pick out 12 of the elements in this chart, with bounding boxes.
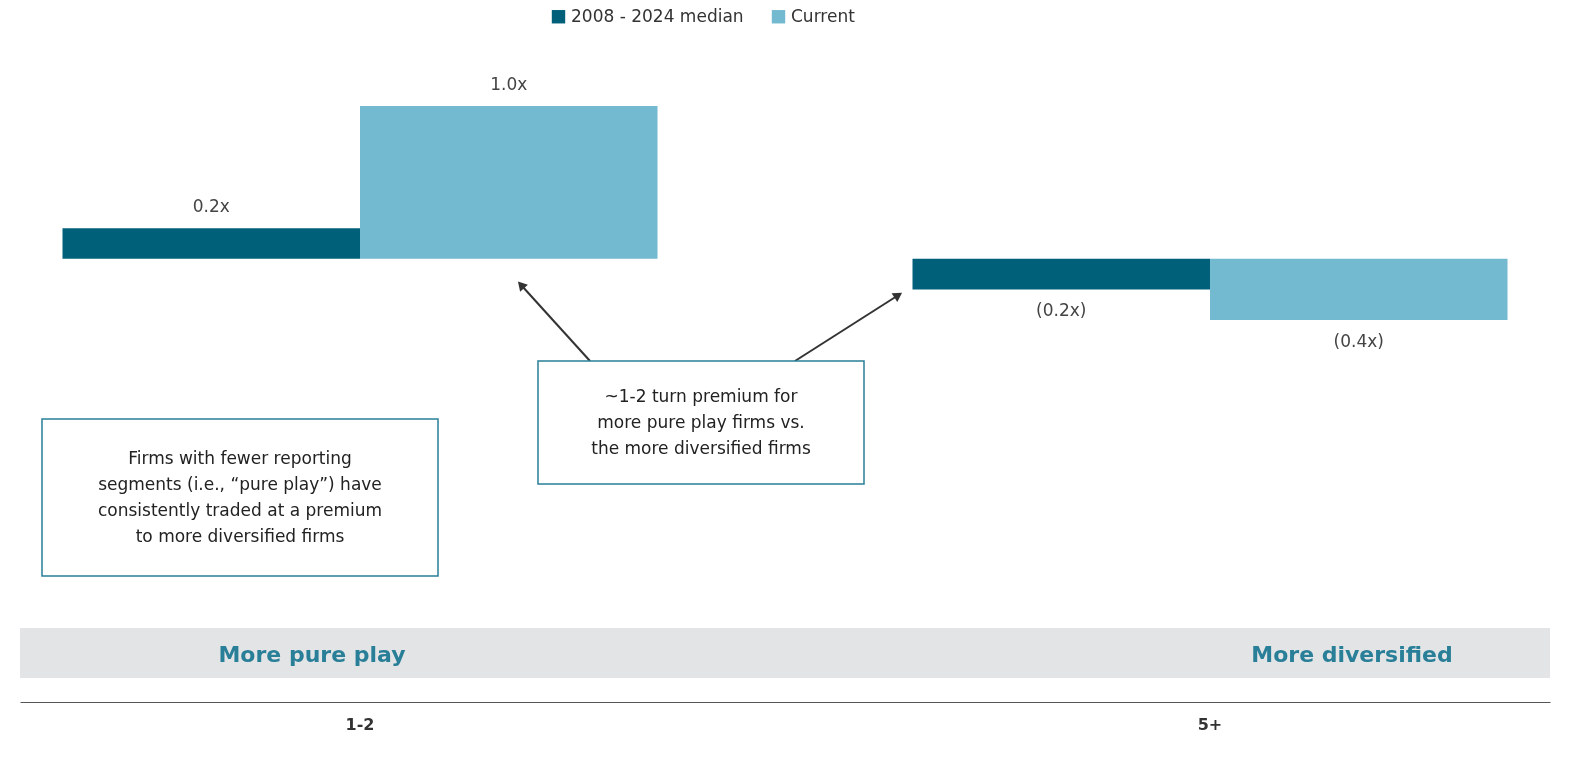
data-label: (0.2x) (1036, 300, 1087, 321)
legend-label: 2008 - 2024 median (571, 5, 744, 26)
text: More diversified (1251, 642, 1453, 667)
x-tick-label: 5+ (1197, 714, 1223, 734)
x-tick-label: 1-2 (345, 714, 375, 734)
data-label: 1.0x (490, 74, 528, 94)
data-label: 0.2x (192, 196, 230, 217)
legend-label: Current (791, 5, 856, 26)
text: Firms with fewer reporting segments (i.e., “pure play”) have consistently traded at a premium to more diversified firms (97, 448, 383, 546)
data-label: (0.4x) (1333, 331, 1384, 351)
text: ~1-2 turn premium for more pure play firms vs. the more diversified firms (591, 386, 811, 458)
text: More pure play (218, 642, 406, 667)
